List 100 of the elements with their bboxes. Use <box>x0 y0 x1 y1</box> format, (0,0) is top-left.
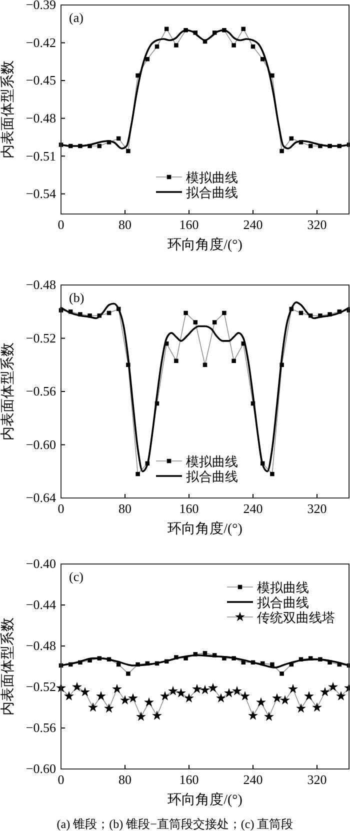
point <box>174 43 178 48</box>
point <box>232 686 242 696</box>
x-axis-title: 环向角度/(°) <box>168 521 243 537</box>
point <box>64 691 74 700</box>
annotation: (c) <box>69 569 84 584</box>
point <box>232 358 236 364</box>
y-tick-label: −0.60 <box>26 436 56 452</box>
y-tick-label: −0.52 <box>26 679 56 694</box>
x-tick-label: 160 <box>179 772 199 788</box>
point <box>145 57 150 62</box>
y-tick-label: −0.52 <box>26 330 56 346</box>
legend-label: 模拟曲线 <box>257 580 309 595</box>
y-tick-label: −0.60 <box>26 761 56 776</box>
y-tick-label: −0.44 <box>26 597 56 612</box>
legend-label: 拟合曲线 <box>257 595 309 610</box>
x-axis-title: 环向角度/(°) <box>168 792 243 808</box>
point <box>126 148 130 154</box>
point <box>328 682 338 692</box>
point <box>248 710 258 720</box>
x-tick-label: 80 <box>118 501 132 516</box>
x-tick-label: 240 <box>243 501 263 516</box>
y-tick-label: −0.48 <box>26 110 56 126</box>
x-tick-label: 80 <box>118 772 132 788</box>
y-tick-label: −0.40 <box>26 556 56 572</box>
point <box>136 712 146 721</box>
x-axis-title: 环向角度/(°) <box>168 237 243 253</box>
x-tick-label: 80 <box>118 217 132 232</box>
y-tick-label: −0.48 <box>26 638 56 654</box>
x-tick-label: 160 <box>179 217 199 232</box>
y-axis-title: 内表面体型系数 <box>0 60 16 158</box>
point <box>168 686 178 696</box>
x-tick-label: 320 <box>307 217 327 232</box>
point <box>144 697 154 707</box>
point <box>184 693 194 702</box>
legend-label: 拟合曲线 <box>186 185 238 200</box>
annotation: (a) <box>69 10 84 25</box>
point <box>222 310 226 316</box>
y-tick-label: −0.42 <box>26 34 56 50</box>
text: (a) 锥段；(b) 锥段−直筒段交接处；(c) 直筒段 <box>56 817 294 831</box>
point <box>96 691 106 700</box>
x-tick-label: 240 <box>243 772 263 788</box>
point <box>270 472 274 476</box>
legend-label: 模拟曲线 <box>186 454 238 469</box>
point <box>264 712 274 721</box>
point <box>304 691 314 700</box>
y-tick-label: −0.64 <box>26 490 56 506</box>
annotation: (b) <box>69 290 84 305</box>
x-tick-label: 240 <box>243 217 263 232</box>
y-tick-label: −0.45 <box>26 72 56 88</box>
x-tick-label: 0 <box>58 772 64 788</box>
x-tick-label: 160 <box>179 501 199 516</box>
y-tick-label: −0.56 <box>26 720 56 736</box>
point <box>112 684 122 694</box>
x-tick-label: 0 <box>58 501 64 516</box>
point <box>296 703 306 713</box>
point <box>200 684 210 694</box>
point <box>216 693 226 702</box>
x-tick-label: 320 <box>307 772 327 788</box>
y-tick-label: −0.56 <box>26 384 56 399</box>
y-tick-label: −0.51 <box>26 148 56 164</box>
point <box>288 684 298 694</box>
point <box>120 695 130 705</box>
x-tick-label: 0 <box>58 217 64 232</box>
y-axis-title: 内表面体型系数 <box>0 618 16 716</box>
y-axis-title: 内表面体型系数 <box>0 342 16 440</box>
point <box>184 310 188 316</box>
point <box>160 691 170 700</box>
point <box>320 686 330 696</box>
point <box>270 662 274 667</box>
point <box>152 710 162 720</box>
y-tick-label: −0.39 <box>26 0 56 12</box>
point <box>260 57 265 62</box>
point <box>312 702 322 712</box>
point <box>232 43 236 48</box>
point <box>280 672 284 676</box>
point <box>193 320 198 324</box>
point <box>208 682 218 692</box>
point <box>80 686 90 696</box>
legend-label: 拟合曲线 <box>186 469 238 484</box>
point <box>88 702 98 712</box>
point <box>280 695 290 705</box>
point <box>212 320 217 324</box>
y-tick-label: −0.54 <box>26 186 56 202</box>
y-tick-label: −0.48 <box>26 277 56 292</box>
point <box>256 697 266 707</box>
x-tick-label: 320 <box>307 501 327 516</box>
point <box>104 703 114 713</box>
legend-label: 传统双曲线塔 <box>257 610 335 625</box>
point <box>126 672 130 676</box>
point <box>174 358 178 364</box>
point <box>224 688 234 698</box>
point <box>280 148 284 154</box>
point <box>176 688 186 698</box>
point <box>336 691 346 700</box>
point <box>272 693 282 702</box>
point <box>128 693 138 702</box>
point <box>192 684 202 694</box>
legend-label: 模拟曲线 <box>186 170 238 185</box>
point <box>136 472 140 476</box>
point <box>240 691 250 700</box>
